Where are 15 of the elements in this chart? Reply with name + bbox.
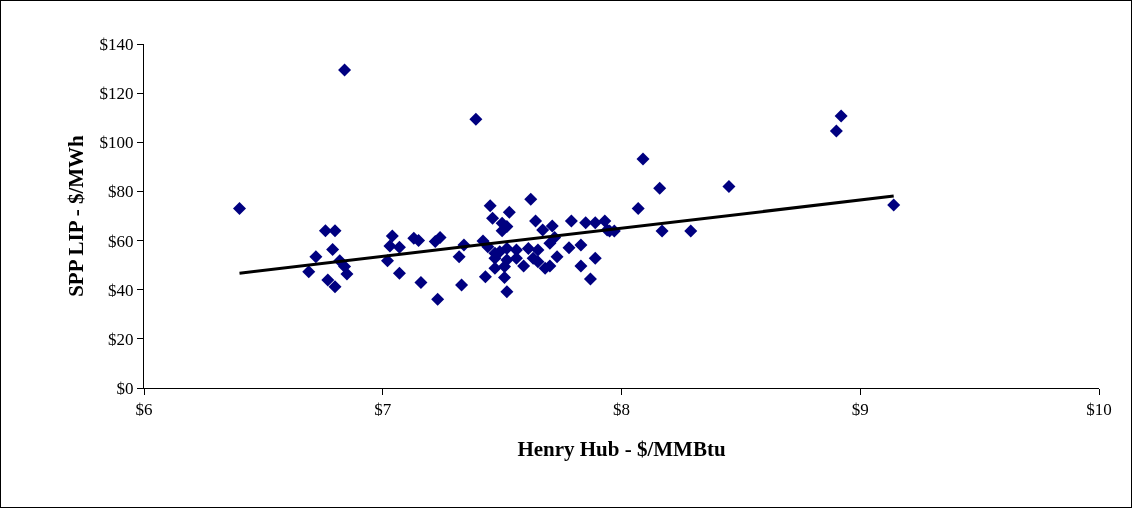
y-tick-label: $100 — [99, 133, 134, 153]
x-axis-title: Henry Hub - $/MMBtu — [517, 436, 726, 461]
y-tick-label: $80 — [108, 182, 134, 202]
y-tick-label: $0 — [116, 378, 134, 398]
x-tick-label: $10 — [1086, 400, 1112, 420]
y-tick-label: $20 — [108, 329, 134, 349]
x-tick-label: $9 — [851, 400, 869, 420]
x-tick-label: $6 — [135, 400, 153, 420]
x-tick-label: $7 — [374, 400, 392, 420]
y-tick-label: $40 — [108, 280, 134, 300]
x-tick-label: $8 — [613, 400, 630, 420]
y-tick-label: $120 — [99, 84, 134, 104]
y-axis-title: SPP LIP - $/MWh — [63, 134, 88, 297]
y-tick-label: $60 — [108, 231, 134, 251]
y-tick-label: $140 — [99, 34, 134, 54]
